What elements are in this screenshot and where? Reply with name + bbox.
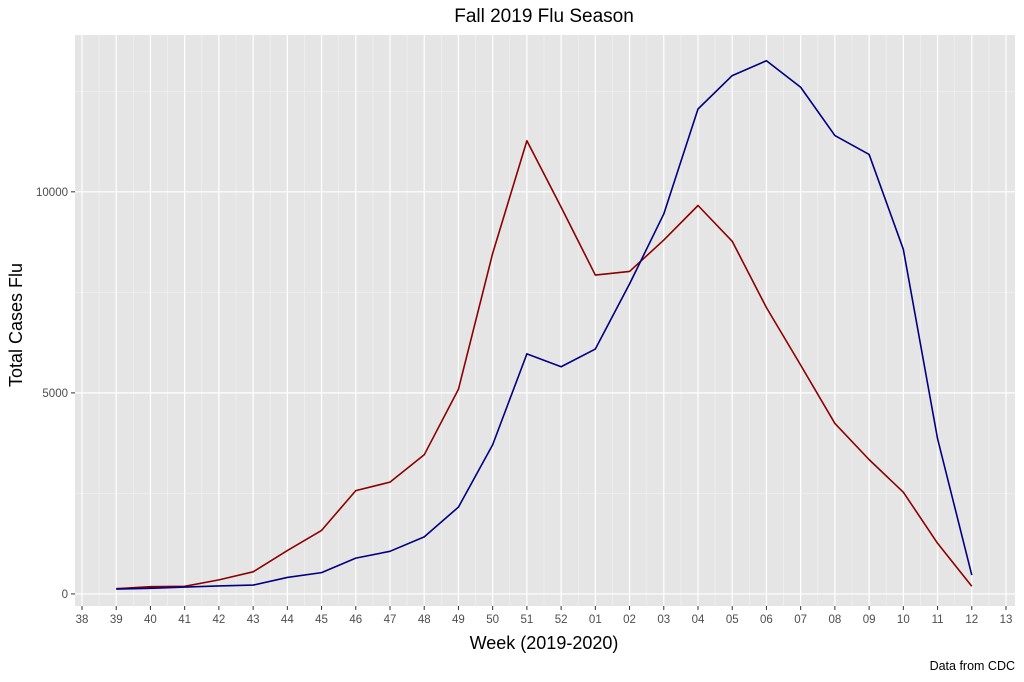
x-tick-label: 09 [863,614,876,626]
x-tick-label: 01 [589,614,602,626]
x-tick-label: 12 [965,614,978,626]
x-tick-label: 13 [1000,614,1013,626]
x-tick-label: 05 [726,614,739,626]
x-tick-label: 41 [178,614,191,626]
x-tick-label: 50 [486,614,499,626]
x-tick-label: 48 [418,614,431,626]
x-tick-label: 04 [692,614,705,626]
chart-caption: Data from CDC [930,659,1015,673]
series-line-2 [116,59,973,590]
x-tick-label: 45 [315,614,328,626]
x-tick-label: 46 [349,614,362,626]
y-tick-label: 10000 [36,187,68,199]
x-tick-label: 07 [794,614,807,626]
x-tick-label: 08 [828,614,841,626]
x-tick-label: 11 [932,614,944,626]
x-tick-label: 52 [555,614,568,626]
x-tick-label: 02 [623,614,636,626]
y-axis-title: Total Cases Flu [6,263,26,387]
x-tick-label: 47 [384,614,397,626]
plot-panel [75,35,1015,606]
x-tick-label: 44 [281,614,294,626]
x-tick-label: 43 [247,614,260,626]
series-line-1 [116,139,973,590]
x-tick-label: 38 [76,614,89,626]
x-tick-label: 49 [452,614,465,626]
y-tick-label: 0 [62,589,68,601]
x-tick-label: 10 [897,614,910,626]
x-tick-label: 39 [110,614,123,626]
x-tick-label: 06 [760,614,773,626]
x-tick-label: 42 [212,614,225,626]
x-axis-title: Week (2019-2020) [470,633,619,653]
gridlines [75,35,1015,606]
x-tick-label: 40 [144,614,157,626]
y-tick-label: 5000 [42,388,68,400]
chart-title: Fall 2019 Flu Season [454,6,634,27]
x-tick-label: 51 [520,614,533,626]
x-tick-label: 03 [657,614,670,626]
